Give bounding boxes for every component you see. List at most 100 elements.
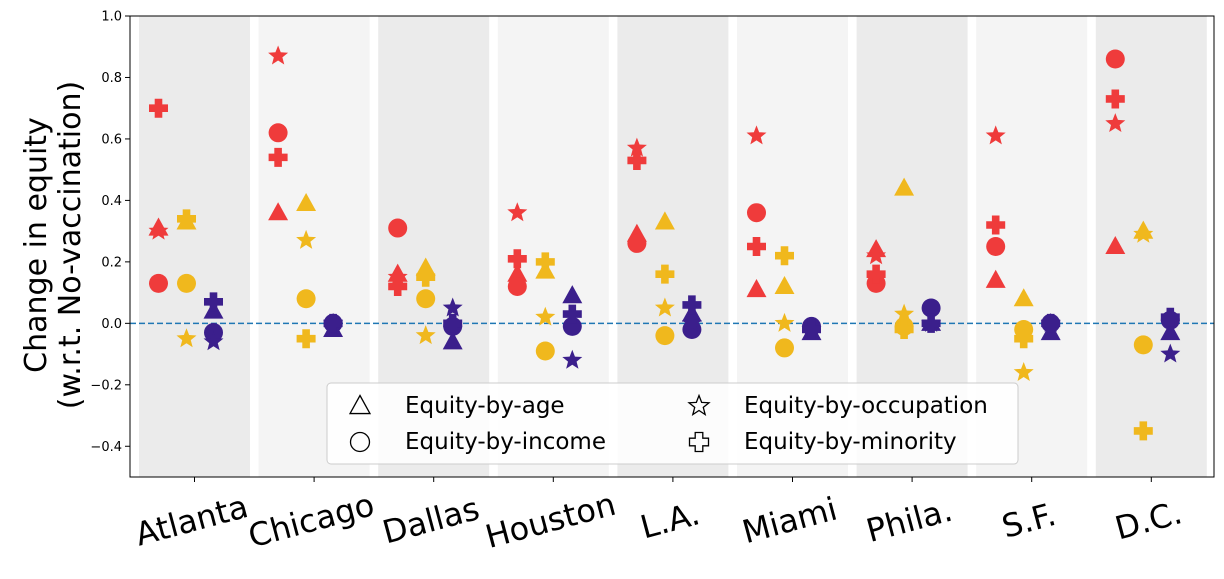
data-point-yellow-star xyxy=(176,328,197,348)
x-tick-label: Houston xyxy=(481,485,619,556)
data-point-yellow-plus xyxy=(535,252,555,272)
y-tick-label: 0.6 xyxy=(101,132,122,147)
y-tick-label: 0.2 xyxy=(101,255,122,270)
data-point-yellow-star xyxy=(535,306,556,326)
x-tick-label: Atlanta xyxy=(131,487,252,553)
data-point-red-plus xyxy=(388,276,408,296)
y-tick-label: −0.2 xyxy=(90,378,122,393)
data-point-red-circle xyxy=(388,218,408,238)
data-point-red-circle xyxy=(1105,49,1125,69)
plot-frame xyxy=(129,15,1215,478)
data-point-yellow-circle xyxy=(655,326,675,346)
data-point-yellow-plus xyxy=(177,209,196,229)
legend-box xyxy=(326,382,1019,465)
data-point-purple-plus xyxy=(682,295,702,315)
data-point-purple-star xyxy=(442,297,463,317)
y-tick-label: 1.0 xyxy=(101,10,122,25)
data-point-purple-triangle xyxy=(562,285,583,304)
data-point-red-plus xyxy=(627,150,647,170)
data-point-red-star xyxy=(626,137,647,157)
data-point-purple-plus xyxy=(443,313,463,333)
data-point-red-circle xyxy=(268,123,288,143)
data-point-yellow-star xyxy=(654,297,675,317)
data-point-red-star xyxy=(268,45,289,65)
data-point-red-plus xyxy=(866,264,886,284)
data-point-purple-plus xyxy=(562,304,582,324)
data-point-red-star xyxy=(507,202,528,222)
data-point-red-triangle xyxy=(268,202,289,221)
data-point-red-plus xyxy=(986,215,1006,235)
data-point-red-star xyxy=(1105,113,1126,133)
data-point-red-circle xyxy=(986,237,1006,256)
data-point-yellow-circle xyxy=(535,341,555,361)
data-point-red-star xyxy=(746,125,767,145)
data-point-purple-star xyxy=(1160,343,1181,363)
data-point-red-plus xyxy=(1105,89,1125,109)
data-point-yellow-star xyxy=(894,303,915,323)
legend-label: Equity-by-minority xyxy=(744,429,957,455)
data-point-yellow-triangle xyxy=(1013,288,1034,307)
data-point-yellow-circle xyxy=(1133,335,1153,355)
x-tick-label: L.A. xyxy=(636,494,703,546)
data-point-red-triangle xyxy=(746,279,767,298)
y-tick-label: −0.4 xyxy=(90,440,122,455)
data-point-yellow-star xyxy=(774,312,795,332)
data-point-red-circle xyxy=(747,203,766,223)
x-tick-label: D.C. xyxy=(1111,493,1186,547)
legend-marker-circle xyxy=(349,431,371,453)
city-band xyxy=(139,16,250,477)
data-point-purple-triangle xyxy=(1160,322,1181,341)
data-point-red-triangle xyxy=(507,263,528,282)
x-tick-label: Phila. xyxy=(862,491,956,550)
data-point-purple-star xyxy=(562,349,583,369)
legend-label: Equity-by-income xyxy=(405,429,606,455)
data-point-red-plus xyxy=(149,98,168,118)
y-axis-label-line2: (w.r.t. No-vaccination) xyxy=(53,81,88,409)
data-point-yellow-plus xyxy=(894,319,914,339)
legend-marker-plus xyxy=(688,431,710,453)
data-point-yellow-plus xyxy=(655,264,675,284)
y-axis: −0.4 −0.2 0.0 0.2 0.4 0.6 0.8 1.0 xyxy=(90,10,130,455)
data-point-yellow-plus xyxy=(416,267,436,287)
data-point-red-star xyxy=(148,220,169,240)
data-point-yellow-triangle xyxy=(296,192,317,212)
data-point-yellow-triangle xyxy=(654,211,675,230)
data-point-purple-plus xyxy=(802,319,821,339)
data-point-yellow-circle xyxy=(775,338,794,358)
data-point-yellow-star xyxy=(1133,223,1154,243)
data-point-red-triangle xyxy=(985,269,1006,288)
data-point-purple-plus xyxy=(1160,307,1180,327)
data-point-yellow-circle xyxy=(296,289,316,309)
data-point-purple-circle xyxy=(562,316,582,336)
data-point-purple-plus xyxy=(1041,313,1061,333)
data-point-yellow-triangle xyxy=(415,257,436,276)
data-point-red-plus xyxy=(268,147,288,167)
y-tick-label: 0.4 xyxy=(101,194,122,209)
legend-label: Equity-by-age xyxy=(405,393,565,419)
data-point-purple-circle xyxy=(682,319,702,339)
data-point-red-star xyxy=(866,245,887,265)
x-tick-label: Chicago xyxy=(244,485,378,555)
data-point-purple-plus xyxy=(204,292,223,312)
data-point-red-circle xyxy=(149,273,168,293)
data-point-red-plus xyxy=(747,237,766,256)
y-axis-label: Change in equity (w.r.t. No-vaccination) xyxy=(19,81,88,409)
data-point-yellow-triangle xyxy=(894,177,915,196)
data-point-purple-plus xyxy=(921,313,941,333)
legend-marker-triangle xyxy=(348,394,372,415)
data-point-yellow-plus xyxy=(1014,329,1034,349)
data-point-purple-star xyxy=(681,312,702,332)
data-marks xyxy=(148,45,1181,441)
x-tick-label: S.F. xyxy=(998,495,1060,546)
data-point-yellow-circle xyxy=(416,289,436,309)
y-axis-label-line1: Change in equity xyxy=(19,117,54,373)
y-tick-label: 0.0 xyxy=(101,317,122,332)
data-point-purple-circle xyxy=(921,298,941,318)
x-tick-label: Miami xyxy=(738,490,841,552)
data-point-red-circle xyxy=(507,276,527,296)
legend: Equity-by-age Equity-by-occupation Equity-… xyxy=(326,382,1019,465)
legend-marker-star xyxy=(687,393,711,416)
data-point-red-star xyxy=(387,266,408,286)
